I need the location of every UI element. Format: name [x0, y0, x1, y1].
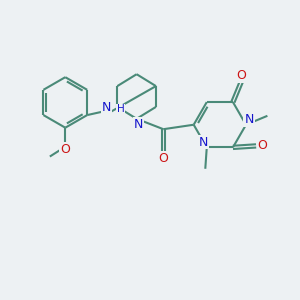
Text: O: O: [258, 140, 268, 152]
Text: O: O: [60, 143, 70, 156]
Text: H: H: [117, 104, 124, 114]
Text: N: N: [101, 101, 111, 114]
Text: N: N: [244, 113, 254, 126]
Text: N: N: [199, 136, 208, 148]
Text: N: N: [134, 118, 143, 131]
Text: O: O: [158, 152, 168, 164]
Text: O: O: [236, 69, 246, 82]
